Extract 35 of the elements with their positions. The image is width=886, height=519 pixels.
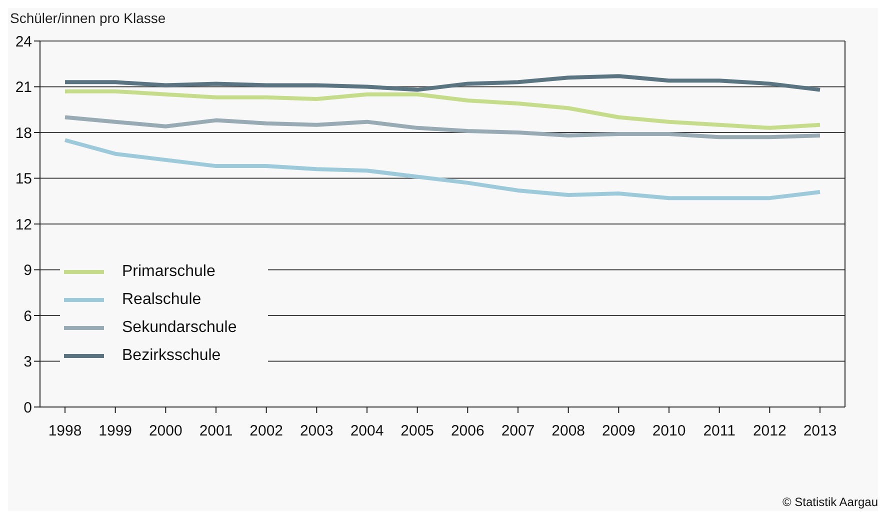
x-tick-label: 1998 — [48, 422, 82, 440]
legend-label: Realschule — [122, 291, 202, 309]
x-tick-label: 2001 — [199, 422, 233, 440]
y-tick-label: 15 — [15, 170, 32, 188]
x-tick-label: 2006 — [450, 422, 484, 440]
y-tick-label: 18 — [15, 124, 32, 142]
line-series — [63, 138, 822, 200]
y-tick-label: 21 — [15, 79, 32, 96]
x-tick-label: 2009 — [602, 422, 636, 440]
x-tick-label: 2003 — [300, 422, 334, 440]
y-tick-label: 6 — [24, 308, 32, 325]
legend-label: Sekundarschule — [122, 319, 237, 337]
x-tick-label: 2010 — [652, 422, 686, 440]
y-axis-title: Schüler/innen pro Klasse — [10, 10, 166, 26]
line-series — [63, 89, 822, 130]
x-tick-label: 2011 — [703, 422, 736, 440]
y-tick-label: 0 — [24, 399, 32, 416]
x-tick-label: 2013 — [803, 422, 837, 440]
x-tick-label: 2000 — [148, 422, 182, 440]
legend-label: Primarschule — [122, 263, 216, 281]
x-tick-label: 2005 — [400, 422, 434, 440]
y-tick-label: 3 — [24, 354, 32, 371]
y-tick-label: 9 — [24, 262, 32, 280]
line-series — [63, 115, 822, 140]
x-tick-label: 2002 — [250, 422, 284, 440]
line-series — [63, 74, 822, 92]
x-tick-label: 2004 — [350, 422, 384, 440]
x-tick-label: 2007 — [501, 422, 535, 440]
x-tick-label: 2012 — [752, 422, 786, 440]
x-tick-label: 1999 — [98, 422, 132, 440]
y-tick-label: 24 — [15, 33, 32, 50]
legend-label: Bezirksschule — [122, 347, 221, 365]
y-tick-label: 12 — [15, 216, 32, 234]
x-tick-label: 2008 — [552, 422, 586, 440]
text: © Statistik Aargau — [782, 495, 878, 509]
